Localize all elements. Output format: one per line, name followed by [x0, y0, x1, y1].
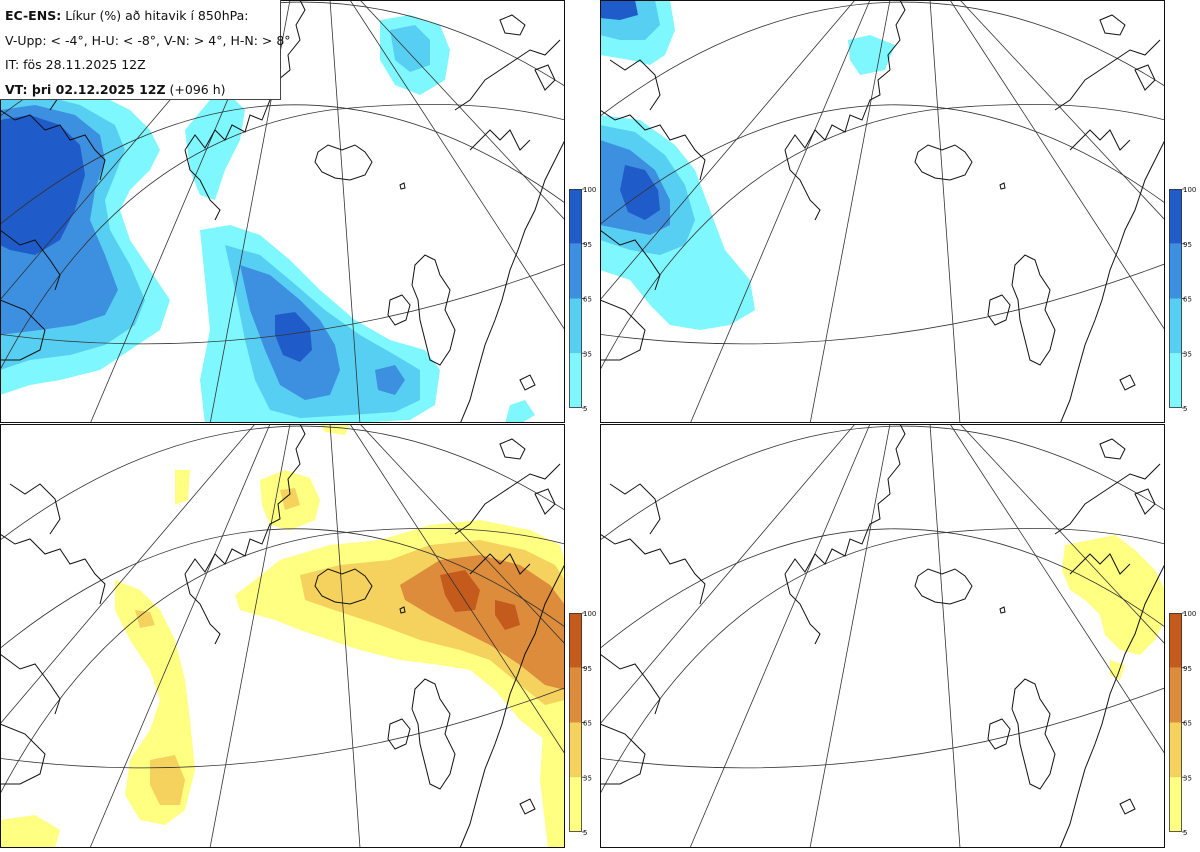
colorbar-warm-tick-label: 95 [1183, 665, 1192, 673]
colorbar-cold-frame [569, 189, 582, 408]
colorbar-warm-segment [569, 777, 582, 832]
colorbar-cold-tick-label: 5 [1183, 405, 1187, 413]
colorbar-upper-right: 100 95 65 35 5 [1169, 186, 1196, 413]
colorbar-lower-right: 100 95 65 35 5 [1169, 610, 1196, 837]
colorbar-warm-segment [1169, 777, 1182, 832]
colorbar-warm-segment [569, 613, 582, 668]
colorbar-cold-segment [1169, 298, 1182, 354]
legend-line: V-Upp: < -4°, H-U: < -8°, V-N: > 4°, H-N… [5, 32, 291, 48]
colorbar-cold-segment [569, 243, 582, 299]
colorbar-warm-frame [1169, 613, 1182, 832]
model-label: EC-ENS: [5, 8, 62, 23]
valid-line: VT: þri 02.12.2025 12Z (+096 h) [5, 78, 280, 103]
colorbar-cold-frame [1169, 189, 1182, 408]
colorbar-cold-tick-label: 65 [1183, 296, 1192, 304]
colorbar-warm-segment [569, 722, 582, 778]
colorbar-cold-tick-label: 35 [583, 350, 592, 358]
colorbar-cold-segment [1169, 353, 1182, 408]
colorbar-cold-segment [1169, 189, 1182, 244]
valid-label: VT: [5, 81, 28, 97]
colorbar-cold-tick-label: 65 [583, 296, 592, 304]
colorbar-warm-tick-label: 5 [1183, 829, 1187, 837]
title-text: Líkur (%) að hitavik í 850hPa: [65, 8, 249, 23]
colorbar-cold-tick-label: 95 [1183, 241, 1192, 249]
colorbar-cold-tick-label: 35 [1183, 350, 1192, 358]
colorbar-warm-tick-label: 65 [1183, 720, 1192, 728]
colorbar-warm-tick-label: 100 [583, 610, 596, 618]
colorbar-warm-segment [1169, 613, 1182, 668]
colorbar-warm-tick-label: 100 [1183, 610, 1196, 618]
colorbar-warm-tick-label: 5 [583, 829, 587, 837]
colorbar-cold-tick-label: 100 [1183, 186, 1196, 194]
issue-time: IT: fös 28.11.2025 12Z [5, 57, 146, 72]
colorbar-warm-segment [1169, 722, 1182, 778]
colorbar-lower-left: 100 95 65 35 5 [569, 610, 596, 837]
colorbar-cold-segment [1169, 243, 1182, 299]
panel-lower-right [600, 424, 1165, 848]
colorbar-cold-tick-label: 95 [583, 241, 592, 249]
colorbar-warm-segment [569, 667, 582, 723]
panel-lower-left [0, 424, 565, 848]
colorbar-warm-segment [1169, 667, 1182, 723]
colorbar-warm-tick-label: 65 [583, 720, 592, 728]
colorbar-warm-tick-label: 35 [583, 774, 592, 782]
colorbar-cold-segment [569, 298, 582, 354]
colorbar-warm-tick-label: 95 [583, 665, 592, 673]
title-line: EC-ENS: Líkur (%) að hitavik í 850hPa: [5, 4, 280, 29]
colorbar-cold-segment [569, 189, 582, 244]
colorbar-cold-segment [569, 353, 582, 408]
valid-time: þri 02.12.2025 12Z [31, 81, 166, 97]
colorbar-upper-left: 100 95 65 35 5 [569, 186, 596, 413]
lead-time: (+096 h) [169, 81, 226, 97]
panel-upper-right [600, 0, 1165, 423]
colorbar-cold-tick-label: 100 [583, 186, 596, 194]
colorbar-warm-tick-label: 35 [1183, 774, 1192, 782]
info-box: EC-ENS: Líkur (%) að hitavik í 850hPa: V… [0, 0, 291, 103]
colorbar-cold-tick-label: 5 [583, 405, 587, 413]
colorbar-warm-frame [569, 613, 582, 832]
